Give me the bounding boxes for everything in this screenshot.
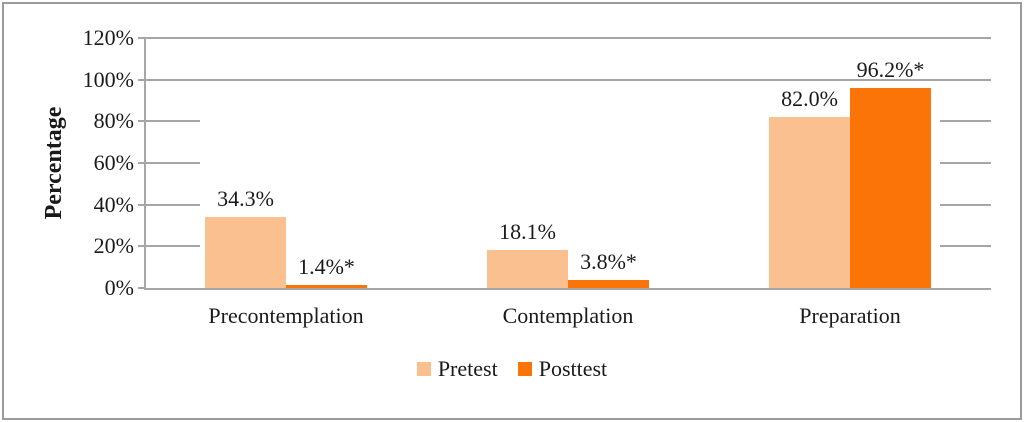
category-label-0: Precontemplation [208, 303, 364, 328]
legend-label-posttest: Posttest [538, 356, 608, 381]
bar-posttest-1 [568, 280, 649, 288]
y-tickmark-60 [138, 162, 145, 164]
y-tick-label-100: 100% [82, 66, 134, 92]
y-tickmark-0 [138, 287, 145, 289]
y-tick-label-20: 20% [93, 233, 134, 259]
y-axis-line [144, 37, 146, 290]
category-label-1: Contemplation [502, 303, 634, 328]
y-tickmark-80 [138, 120, 145, 123]
gridline-stub-left-20 [145, 245, 200, 248]
y-tick-label-80: 80% [93, 108, 134, 134]
gridline-120 [145, 37, 991, 39]
y-tick-label-40: 40% [93, 191, 134, 217]
x-axis-line [145, 288, 991, 290]
data-label-posttest-2: 96.2%* [856, 56, 925, 82]
y-tickmark-40 [138, 203, 145, 206]
bar-posttest-0 [286, 285, 367, 288]
y-tick-label-60: 60% [93, 150, 134, 175]
data-label-pretest-2: 82.0% [781, 86, 838, 112]
bar-pretest-2 [769, 117, 850, 288]
bar-pretest-1 [487, 250, 568, 288]
y-tickmark-100 [138, 78, 145, 81]
gridline-stub-right-80 [940, 120, 991, 123]
gridline-stub-right-40 [940, 203, 991, 206]
data-label-pretest-1: 18.1% [499, 219, 556, 245]
gridline-100 [145, 78, 991, 81]
y-tickmark-120 [138, 37, 145, 39]
data-label-posttest-1: 3.8%* [580, 249, 637, 275]
data-label-posttest-0: 1.4%* [298, 254, 355, 280]
legend-swatch-posttest [517, 362, 532, 376]
legend-swatch-pretest [416, 362, 431, 376]
legend-item-pretest: Pretest [416, 356, 498, 382]
category-label-2: Preparation [799, 303, 901, 328]
bar-posttest-2 [850, 87, 931, 288]
legend-label-pretest: Pretest [437, 356, 498, 381]
gridline-stub-left-40 [145, 203, 200, 206]
gridline-stub-left-80 [145, 120, 200, 123]
legend: Pretest Posttest [4, 356, 1020, 382]
y-tick-label-120: 120% [82, 25, 134, 50]
legend-item-posttest: Posttest [517, 356, 608, 382]
gridline-stub-left-60 [145, 162, 200, 164]
gridline-stub-right-20 [940, 245, 991, 248]
data-label-pretest-0: 34.3% [217, 185, 274, 211]
y-tickmark-20 [138, 245, 145, 248]
gridline-stub-right-60 [940, 162, 991, 164]
bar-pretest-0 [205, 216, 286, 288]
y-tick-label-0: 0% [104, 275, 134, 300]
